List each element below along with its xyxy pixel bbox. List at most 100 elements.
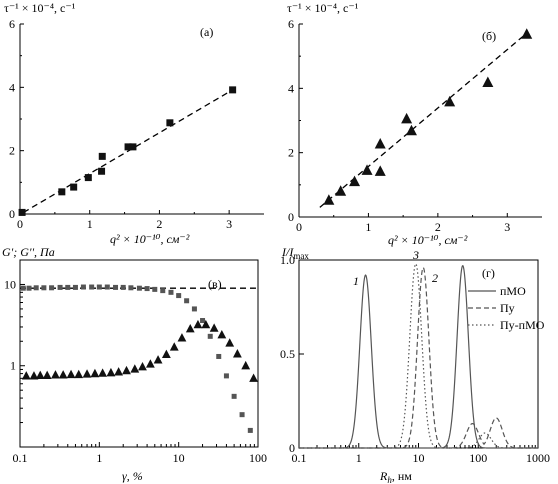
data-point-square bbox=[160, 288, 166, 294]
data-point bbox=[70, 183, 78, 191]
panel-label: (г) bbox=[482, 266, 495, 280]
data-point-square bbox=[33, 285, 39, 291]
y-tick-label: 2 bbox=[9, 144, 15, 158]
panel-a: 0 1 2 3 0 2 4 6 (а) τ⁻¹ × 10⁻⁴, с⁻¹ q² × 10⁻¹⁰,… bbox=[4, 1, 264, 246]
data-point-triangle bbox=[249, 373, 258, 382]
x-tick-label: 0.1 bbox=[13, 451, 28, 465]
legend: пМО Пу Пу-пМО bbox=[468, 284, 545, 332]
data-point-triangle bbox=[138, 362, 147, 371]
data-point-square bbox=[216, 353, 222, 359]
x-tick-label: 100 bbox=[249, 451, 267, 465]
x-tick-label: 0.1 bbox=[292, 451, 307, 465]
x-tick-label: 2 bbox=[435, 220, 441, 234]
data-point-square bbox=[168, 289, 174, 295]
x-tick-label: 0 bbox=[17, 217, 23, 231]
data-point-triangle bbox=[114, 367, 124, 376]
data-point-triangle bbox=[98, 368, 108, 377]
data-point-square bbox=[200, 318, 206, 324]
data-point-triangle bbox=[201, 319, 211, 329]
y-tick-label: 0 bbox=[9, 207, 15, 221]
data-point-square bbox=[136, 285, 142, 291]
data-point bbox=[335, 185, 347, 196]
x-axis-label: γ, % bbox=[122, 469, 143, 483]
data-point-square bbox=[231, 393, 237, 399]
data-point bbox=[374, 165, 386, 176]
curve-label-3: 3 bbox=[412, 248, 419, 262]
panel-c: 0.1 1 10 100 1 10 (в) G'; G'', Па γ, % bbox=[2, 245, 267, 483]
x-tick-label: 1 bbox=[365, 220, 371, 234]
data-point-triangle bbox=[161, 349, 171, 358]
x-tick-label: 2 bbox=[156, 217, 162, 231]
data-point-triangle bbox=[185, 323, 195, 333]
data-point-triangle bbox=[74, 369, 84, 379]
panel-label: (б) bbox=[482, 29, 496, 43]
y-tick-label: 4 bbox=[288, 81, 294, 95]
data-point-triangle bbox=[209, 323, 219, 332]
data-point-triangle bbox=[145, 359, 155, 368]
x-tick-label: 1 bbox=[356, 451, 362, 465]
y-axis-label: τ⁻¹ × 10⁻⁴, с⁻¹ bbox=[287, 1, 359, 15]
data-point-square bbox=[104, 284, 110, 290]
data-point bbox=[18, 208, 26, 216]
data-point-triangle bbox=[82, 369, 92, 378]
series-curve-solid bbox=[299, 265, 538, 449]
panel-b: 0 1 2 3 0 2 4 6 (б) τ⁻¹ × 10⁻⁴, с⁻¹ q² × 10⁻¹⁰,… bbox=[287, 1, 542, 247]
y-tick-label: 6 bbox=[9, 17, 15, 31]
data-point-square bbox=[65, 284, 71, 290]
y-axis-label: G'; G'', Па bbox=[2, 245, 55, 259]
data-point-triangle bbox=[153, 355, 163, 364]
data-point-triangle bbox=[35, 370, 45, 380]
series-curve-dotted bbox=[299, 262, 538, 449]
curve-label-1: 1 bbox=[353, 274, 359, 288]
data-point-square bbox=[207, 333, 213, 339]
data-point-square bbox=[120, 284, 126, 290]
data-point-triangle bbox=[42, 370, 52, 380]
data-point-triangle bbox=[51, 370, 60, 379]
x-tick-label: 1 bbox=[87, 217, 93, 231]
y-tick-label: 6 bbox=[288, 17, 294, 31]
data-point-triangle bbox=[241, 360, 251, 370]
y-tick-label: 1.0 bbox=[280, 253, 295, 267]
data-point-square bbox=[49, 285, 55, 291]
data-point-square bbox=[239, 412, 245, 418]
y-tick-label: 10 bbox=[4, 277, 16, 291]
data-point bbox=[521, 28, 533, 39]
legend-label-pu: Пу bbox=[500, 301, 515, 315]
data-point-square bbox=[191, 306, 197, 312]
data-point bbox=[98, 167, 106, 175]
data-point-triangle bbox=[177, 333, 187, 342]
data-point bbox=[405, 124, 417, 136]
data-point-square bbox=[41, 285, 47, 291]
data-point bbox=[229, 86, 237, 94]
fit-line bbox=[23, 89, 233, 213]
data-point-square bbox=[184, 298, 190, 304]
data-point bbox=[323, 194, 335, 205]
data-point bbox=[124, 143, 132, 151]
data-point-square bbox=[247, 427, 253, 433]
x-tick-label: 1000 bbox=[526, 451, 550, 465]
data-point-triangle bbox=[58, 370, 68, 379]
plot-frame bbox=[19, 259, 259, 448]
data-point-triangle bbox=[225, 338, 235, 347]
data-point bbox=[84, 174, 92, 182]
panel-label: (в) bbox=[208, 277, 222, 291]
data-point-square bbox=[89, 284, 95, 290]
data-point-triangle bbox=[106, 367, 116, 377]
x-axis-label: q² × 10⁻¹⁰, см⁻² bbox=[110, 232, 190, 246]
data-point-triangle bbox=[122, 365, 131, 375]
data-point-square bbox=[113, 284, 119, 290]
data-point-square bbox=[80, 284, 86, 290]
y-tick-label: 1 bbox=[10, 359, 16, 373]
fit-line bbox=[319, 31, 529, 208]
data-point-square bbox=[144, 286, 150, 292]
x-tick-label: 1 bbox=[96, 451, 102, 465]
x-tick-label: 100 bbox=[469, 451, 487, 465]
data-point-square bbox=[176, 293, 182, 299]
data-point bbox=[349, 175, 361, 187]
panel-d: 0.1 1 10 100 1000 0 0.5 1.0 (г) I/Imax Rh, нм 1… bbox=[280, 245, 550, 484]
data-point-triangle bbox=[233, 349, 242, 358]
panel-label: (а) bbox=[200, 25, 213, 39]
x-axis-label: q² × 10⁻¹⁰, см⁻² bbox=[388, 233, 468, 247]
data-point-triangle bbox=[66, 369, 76, 379]
